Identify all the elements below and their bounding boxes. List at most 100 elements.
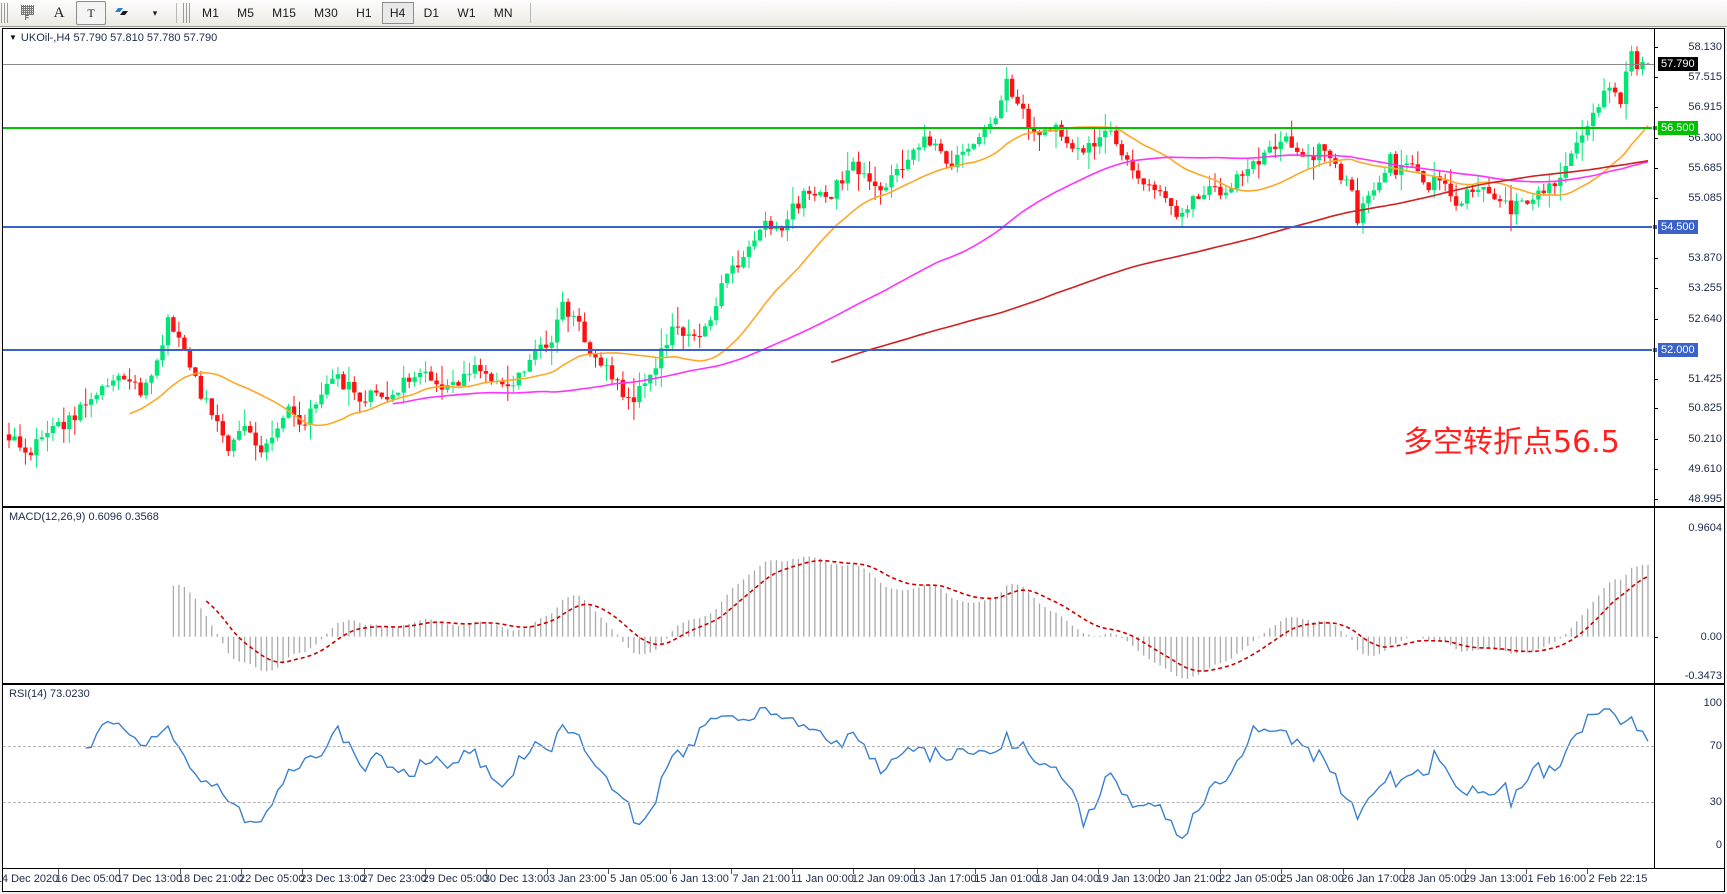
level-line-56-500[interactable]: [3, 124, 1658, 131]
crosshair-f-icon[interactable]: F: [12, 1, 42, 25]
price-tick: 55.685: [1688, 161, 1722, 174]
objects-icon[interactable]: [108, 1, 138, 25]
timeframe-m30[interactable]: M30: [314, 6, 339, 20]
macd-tick-mark: [1654, 636, 1658, 638]
time-tick: 18 Jan 04:00: [1035, 873, 1100, 885]
time-tick-mark: [1526, 869, 1528, 874]
symbol-info-label: ▼ UKOil-,H4 57.790 57.810 57.780 57.790: [9, 32, 218, 44]
time-tick: 11 Jan 00:00: [791, 873, 854, 885]
macd-label: MACD(12,26,9) 0.6096 0.3568: [9, 511, 159, 523]
timeframe-mn[interactable]: MN: [493, 6, 513, 20]
time-tick: 15 Jan 01:00: [974, 873, 1038, 885]
macd-tick: -0.3473: [1684, 670, 1722, 682]
time-tick-mark: [608, 869, 610, 874]
price-tick: 53.870: [1688, 251, 1722, 264]
time-tick-mark: [485, 869, 487, 874]
timeframe-d1[interactable]: D1: [423, 6, 440, 20]
time-tick: 3 Jan 23:00: [548, 873, 607, 885]
main-toolbar: F A T ▾ M1 M5 M15 M30 H1 H4 D1 W1 MN: [0, 0, 1727, 27]
time-tick: 29 Jan 13:00: [1463, 873, 1528, 885]
time-tick: 23 Dec 13:00: [300, 873, 366, 885]
price-tick-mark: [1654, 137, 1658, 139]
rsi-axis[interactable]: 100 70 30 0: [1654, 685, 1724, 869]
time-tick: 16 Dec 05:00: [55, 873, 121, 885]
current-price-line: [3, 63, 1654, 65]
level-line-54-500[interactable]: [3, 223, 1658, 230]
macd-tick: 0.00: [1700, 630, 1722, 643]
timeframe-m15[interactable]: M15: [272, 6, 297, 20]
timeframe-h4[interactable]: H4: [381, 2, 414, 24]
time-tick: 7 Jan 21:00: [732, 873, 791, 885]
rsi-tick: 70: [1709, 739, 1722, 752]
timeframe-m5[interactable]: M5: [237, 6, 255, 20]
time-tick-mark: [57, 869, 59, 874]
time-tick-mark: [241, 869, 243, 874]
rsi-band-30: [3, 802, 1654, 804]
time-tick-mark: [1587, 869, 1589, 874]
time-tick-mark: [363, 869, 365, 874]
time-tick: 18 Dec 21:00: [177, 873, 244, 885]
macd-axis[interactable]: 0.9604 0.00 -0.3473: [1654, 508, 1724, 683]
time-tick-mark: [1281, 869, 1283, 874]
timeframe-grip[interactable]: [183, 3, 191, 23]
price-tick-mark: [1654, 288, 1658, 290]
collapse-triangle-icon[interactable]: ▼: [9, 33, 17, 42]
price-tick: 50.210: [1688, 432, 1722, 445]
level-handle[interactable]: [1652, 347, 1658, 354]
macd-pane[interactable]: MACD(12,26,9) 0.6096 0.3568 0.9604 0.00 -0…: [3, 508, 1724, 683]
macd-tick: 0.9604: [1688, 522, 1722, 534]
rsi-pane[interactable]: RSI(14) 73.0230 100 70 30 0: [3, 685, 1724, 869]
time-tick-mark: [975, 869, 977, 874]
time-axis[interactable]: 14 Dec 2020 16 Dec 05:00 17 Dec 13:00 18 De…: [0, 868, 1724, 891]
rsi-plot: [85, 706, 1649, 840]
timeframe-group: M1 M5 M15 M30 H1 H4 D1 W1 MN: [193, 2, 522, 24]
time-tick-mark: [179, 869, 181, 874]
pane-divider-1[interactable]: [3, 506, 1724, 508]
pane-divider-2[interactable]: [3, 683, 1724, 685]
time-tick-mark: [1220, 869, 1222, 874]
price-tick: 58.130: [1688, 41, 1722, 53]
toolbar-grip[interactable]: [1, 3, 9, 23]
price-tick: 56.915: [1688, 101, 1722, 114]
dropdown-arrow-icon[interactable]: ▾: [152, 7, 158, 18]
time-tick-mark: [547, 869, 549, 874]
price-tick: 51.425: [1688, 372, 1722, 385]
time-tick: 13 Jan 17:00: [913, 873, 977, 885]
time-tick-mark: [302, 869, 304, 874]
time-tick: 20 Jan 21:00: [1157, 873, 1222, 885]
level-handle[interactable]: [1652, 124, 1658, 131]
price-tick-mark: [1654, 77, 1658, 79]
text-label-icon[interactable]: T: [76, 1, 106, 25]
time-tick-mark: [730, 869, 732, 874]
time-tick: 1 Feb 16:00: [1527, 873, 1587, 885]
time-tick: 5 Jan 05:00: [610, 873, 668, 885]
price-tick: 55.085: [1688, 191, 1722, 204]
time-tick-mark: [1342, 869, 1344, 874]
level-handle[interactable]: [1652, 223, 1658, 230]
price-tick-mark: [1654, 47, 1658, 48]
rsi-band-70: [3, 745, 1654, 747]
level-tag-54-500: 54.500: [1658, 219, 1698, 234]
rsi-tick: 0: [1715, 839, 1722, 851]
level-tag-52-000: 52.000: [1658, 343, 1698, 358]
price-tick-mark: [1654, 167, 1658, 169]
chart-frame[interactable]: ▼ UKOil-,H4 57.790 57.810 57.780 57.790 多…: [0, 28, 1725, 892]
current-price-tag: 57.790: [1658, 56, 1698, 71]
time-tick: 22 Jan 05:00: [1219, 873, 1283, 885]
time-tick: 27 Dec 23:00: [361, 873, 427, 885]
price-axis[interactable]: 58.130 57.515 56.915 56.300 55.685 55.085 53.8…: [1654, 29, 1724, 506]
price-plot: [6, 45, 1651, 468]
price-pane[interactable]: ▼ UKOil-,H4 57.790 57.810 57.780 57.790 多…: [3, 29, 1724, 506]
price-tick-mark: [1654, 197, 1658, 199]
timeframe-m1[interactable]: M1: [202, 6, 220, 20]
price-tick: 50.825: [1688, 402, 1722, 415]
level-line-52-000[interactable]: [3, 347, 1658, 354]
time-tick-mark: [1097, 869, 1099, 874]
timeframe-h1[interactable]: H1: [356, 6, 372, 20]
price-tick: 48.995: [1688, 493, 1722, 505]
timeframe-w1[interactable]: W1: [457, 6, 476, 20]
toolbar-separator-2: [529, 3, 531, 23]
text-a-icon[interactable]: A: [53, 4, 65, 21]
time-tick-mark: [669, 869, 671, 874]
time-tick: 28 Jan 05:00: [1402, 873, 1467, 885]
